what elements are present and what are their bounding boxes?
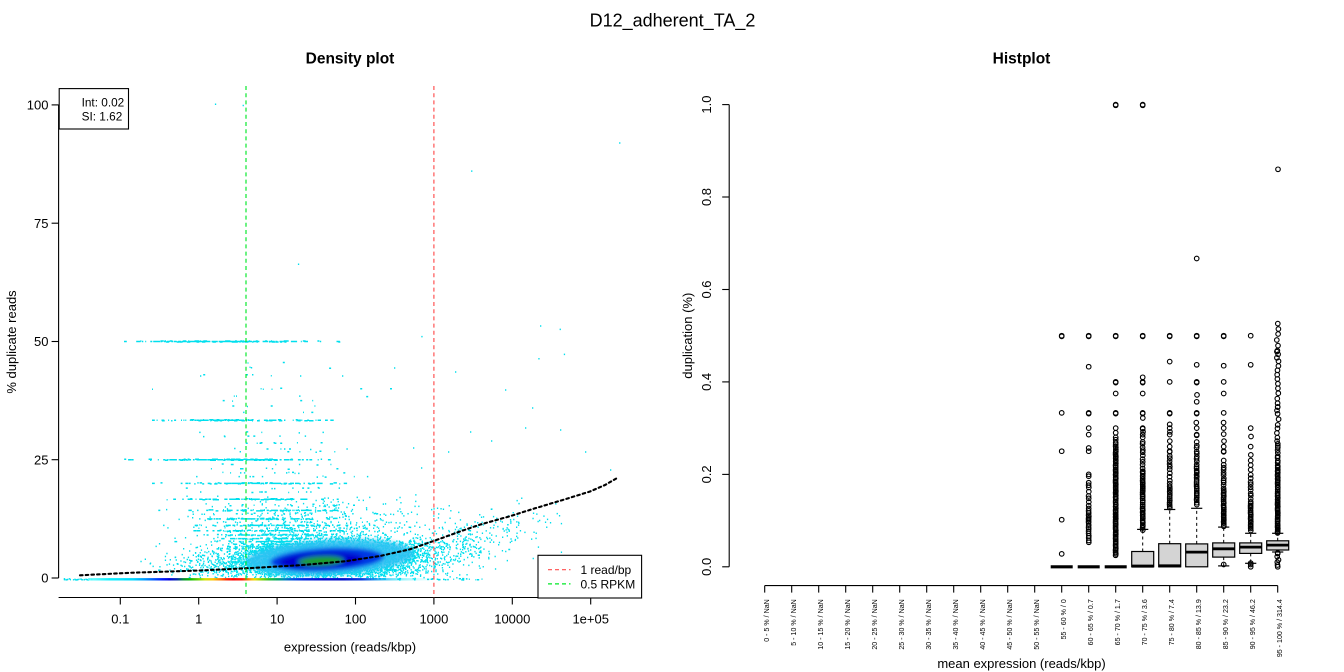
svg-text:75: 75 xyxy=(34,216,48,231)
svg-text:0.1: 0.1 xyxy=(111,612,129,627)
svg-text:10 - 15 % / NaN: 10 - 15 % / NaN xyxy=(817,599,825,649)
svg-text:50 - 55 % / NaN: 50 - 55 % / NaN xyxy=(1033,599,1041,649)
svg-text:mean expression (reads/kbp): mean expression (reads/kbp) xyxy=(937,656,1105,671)
svg-text:90 - 95 % / 46.2: 90 - 95 % / 46.2 xyxy=(1249,599,1257,649)
svg-text:70 - 75 % / 3.6: 70 - 75 % / 3.6 xyxy=(1141,599,1149,645)
svg-text:1: 1 xyxy=(195,612,202,627)
svg-text:100: 100 xyxy=(27,98,49,113)
svg-text:20 - 25 % / NaN: 20 - 25 % / NaN xyxy=(871,599,879,649)
svg-text:5 - 10 % / NaN: 5 - 10 % / NaN xyxy=(790,599,798,646)
svg-text:65 - 70 % / 1.7: 65 - 70 % / 1.7 xyxy=(1114,599,1122,645)
svg-text:60 - 65 % / 0.7: 60 - 65 % / 0.7 xyxy=(1087,599,1095,645)
svg-text:Int: 0.02: Int: 0.02 xyxy=(82,96,125,110)
svg-text:0.0: 0.0 xyxy=(699,558,714,576)
svg-text:95 - 100 % / 314.4: 95 - 100 % / 314.4 xyxy=(1276,599,1284,657)
svg-text:Density plot: Density plot xyxy=(306,51,395,68)
svg-text:expression (reads/kbp): expression (reads/kbp) xyxy=(284,640,416,655)
svg-text:10000: 10000 xyxy=(494,612,530,627)
svg-text:85 - 90 % / 23.2: 85 - 90 % / 23.2 xyxy=(1222,599,1230,649)
svg-text:15 - 20 % / NaN: 15 - 20 % / NaN xyxy=(844,599,852,649)
svg-text:Histplot: Histplot xyxy=(993,51,1051,68)
svg-text:1e+05: 1e+05 xyxy=(572,612,609,627)
svg-text:50: 50 xyxy=(34,334,48,349)
svg-text:30 - 35 % / NaN: 30 - 35 % / NaN xyxy=(925,599,933,649)
svg-text:0: 0 xyxy=(41,571,48,586)
svg-text:SI: 1.62: SI: 1.62 xyxy=(82,110,123,124)
svg-text:0 - 5 % / NaN: 0 - 5 % / NaN xyxy=(763,599,771,642)
svg-text:100: 100 xyxy=(345,612,367,627)
svg-text:0.4: 0.4 xyxy=(699,373,714,391)
svg-text:1000: 1000 xyxy=(419,612,448,627)
svg-text:0.6: 0.6 xyxy=(699,280,714,298)
svg-text:0.5 RPKM: 0.5 RPKM xyxy=(581,577,636,591)
svg-text:% duplicate reads: % duplicate reads xyxy=(4,290,19,394)
svg-text:55 - 60 % / 0: 55 - 60 % / 0 xyxy=(1060,599,1068,639)
svg-text:75 - 80 % / 7.4: 75 - 80 % / 7.4 xyxy=(1168,599,1176,645)
svg-text:0.8: 0.8 xyxy=(699,188,714,206)
svg-text:35 - 40 % / NaN: 35 - 40 % / NaN xyxy=(952,599,960,649)
svg-text:80 - 85 % / 13.9: 80 - 85 % / 13.9 xyxy=(1195,599,1203,649)
svg-text:1 read/bp: 1 read/bp xyxy=(581,563,632,577)
svg-text:duplication (%): duplication (%) xyxy=(680,293,695,379)
svg-text:25: 25 xyxy=(34,452,48,467)
svg-text:10: 10 xyxy=(270,612,284,627)
svg-text:D12_adherent_TA_2: D12_adherent_TA_2 xyxy=(590,11,756,32)
svg-text:1.0: 1.0 xyxy=(699,96,714,114)
svg-text:25 - 30 % / NaN: 25 - 30 % / NaN xyxy=(898,599,906,649)
svg-text:45 - 50 % / NaN: 45 - 50 % / NaN xyxy=(1006,599,1014,649)
svg-text:0.2: 0.2 xyxy=(699,465,714,483)
svg-text:40 - 45 % / NaN: 40 - 45 % / NaN xyxy=(979,599,987,649)
